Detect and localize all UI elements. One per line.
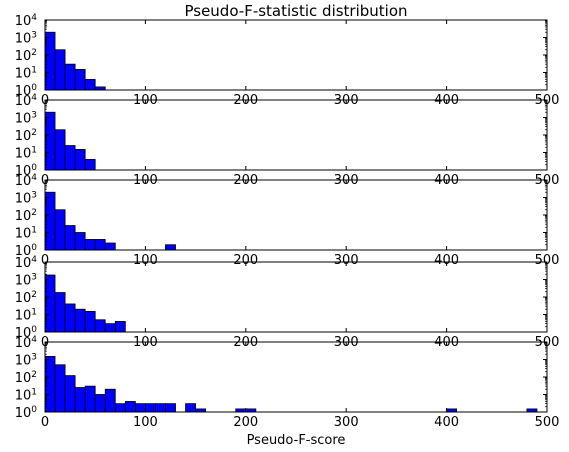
axes-frame bbox=[44, 19, 548, 91]
x-tick-label: 100 bbox=[133, 253, 158, 268]
y-tick-label: 100 bbox=[15, 405, 38, 421]
y-tick-label: 102 bbox=[15, 128, 37, 144]
histogram-bar bbox=[114, 403, 126, 413]
histogram-bar bbox=[74, 387, 86, 413]
histogram-panels: 1001011021031040100200300400500100101102… bbox=[15, 13, 560, 430]
x-tick-label: 200 bbox=[233, 253, 258, 268]
y-tick-label: 104 bbox=[15, 173, 38, 189]
y-tick-label: 104 bbox=[15, 93, 38, 109]
y-tick-label: 101 bbox=[15, 388, 37, 404]
axes-frame bbox=[44, 99, 548, 171]
histogram-bar bbox=[94, 239, 106, 251]
x-axis-label: Pseudo-F-score bbox=[247, 433, 346, 448]
y-tick-label: 102 bbox=[15, 208, 37, 224]
histogram-bar bbox=[54, 209, 66, 251]
histogram-bar bbox=[84, 239, 96, 251]
y-tick-label: 101 bbox=[15, 226, 37, 242]
histogram-bar bbox=[64, 303, 76, 333]
axes-frame bbox=[44, 341, 548, 413]
x-tick-label: 400 bbox=[434, 253, 459, 268]
histogram-bar bbox=[54, 364, 66, 413]
histogram-bar bbox=[74, 232, 86, 251]
x-tick-label: 300 bbox=[334, 253, 359, 268]
histogram-bar bbox=[74, 149, 86, 171]
x-tick-label: 100 bbox=[133, 415, 158, 430]
histogram-bar bbox=[64, 375, 76, 413]
y-tick-label: 104 bbox=[15, 335, 38, 351]
histogram-bar bbox=[124, 401, 136, 413]
histogram-bar bbox=[134, 403, 146, 413]
histogram-bar bbox=[104, 323, 116, 333]
x-tick-label: 500 bbox=[535, 253, 560, 268]
y-tick-label: 103 bbox=[15, 273, 37, 289]
x-tick-label: 300 bbox=[334, 415, 359, 430]
histogram-bar bbox=[54, 129, 66, 171]
histogram-bar bbox=[155, 403, 166, 413]
y-tick-label: 104 bbox=[15, 13, 38, 29]
histogram-bar bbox=[185, 403, 196, 413]
x-tick-label: 400 bbox=[434, 415, 459, 430]
histogram-bar bbox=[84, 159, 96, 171]
y-tick-label: 104 bbox=[15, 255, 38, 271]
histogram-bar bbox=[94, 319, 106, 333]
y-tick-label: 103 bbox=[15, 111, 37, 127]
y-tick-label: 101 bbox=[15, 146, 37, 162]
histogram-bar bbox=[165, 403, 176, 413]
histogram-bar bbox=[54, 49, 66, 91]
y-tick-label: 100 bbox=[15, 83, 38, 99]
histogram-bar bbox=[104, 388, 116, 413]
histogram-bar bbox=[104, 242, 116, 251]
histogram-bar bbox=[64, 63, 76, 91]
histogram-bar bbox=[84, 385, 96, 413]
figure-title: Pseudo-F-statistic distribution bbox=[184, 2, 407, 20]
y-tick-label: 103 bbox=[15, 191, 37, 207]
histogram-bar bbox=[64, 145, 76, 171]
histogram-bar bbox=[84, 79, 96, 91]
histogram-bar bbox=[64, 225, 76, 251]
x-tick-label: 0 bbox=[41, 415, 49, 430]
y-tick-label: 103 bbox=[15, 353, 37, 369]
y-tick-label: 100 bbox=[15, 325, 38, 341]
histogram-bar bbox=[74, 69, 86, 91]
histogram-bar bbox=[144, 403, 156, 413]
x-tick-label: 500 bbox=[535, 415, 560, 430]
histogram-bar bbox=[114, 321, 126, 333]
y-tick-label: 100 bbox=[15, 243, 38, 259]
histogram-bar bbox=[94, 394, 106, 413]
histogram-bar bbox=[54, 292, 66, 333]
y-tick-label: 101 bbox=[15, 308, 37, 324]
y-tick-label: 102 bbox=[15, 48, 37, 64]
y-tick-label: 100 bbox=[15, 163, 38, 179]
histogram-bar bbox=[84, 311, 96, 333]
y-tick-label: 103 bbox=[15, 31, 37, 47]
histogram-bar bbox=[74, 308, 86, 333]
y-tick-label: 102 bbox=[15, 290, 37, 306]
x-tick-label: 0 bbox=[41, 253, 49, 268]
histogram-bar bbox=[165, 244, 176, 251]
x-tick-label: 200 bbox=[233, 415, 258, 430]
y-tick-label: 102 bbox=[15, 370, 37, 386]
axes-frame bbox=[44, 179, 548, 251]
y-tick-label: 101 bbox=[15, 66, 37, 82]
